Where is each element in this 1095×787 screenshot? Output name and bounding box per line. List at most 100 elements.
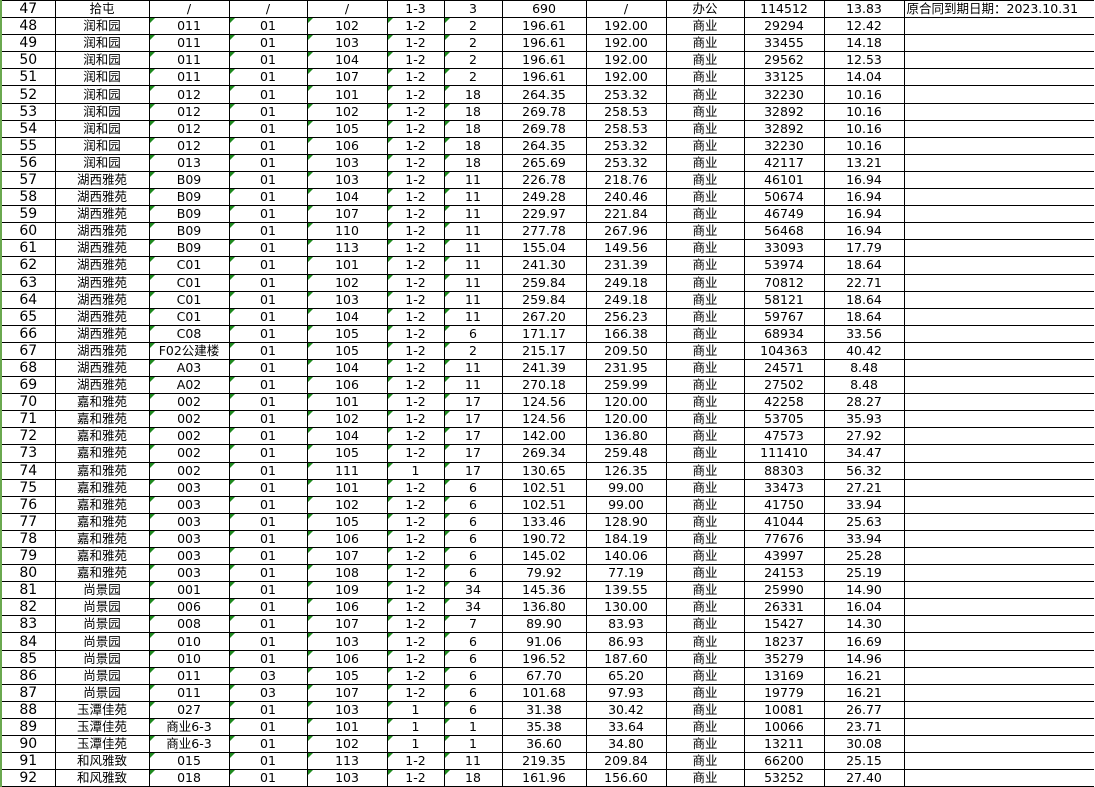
unit-price-cell[interactable]: 25.15 — [823, 752, 905, 771]
row-number[interactable]: 66 — [0, 324, 56, 343]
total-floors-cell[interactable]: 18 — [443, 769, 503, 787]
community-cell[interactable]: 湖西雅苑 — [54, 170, 150, 190]
floor-cell[interactable]: 1-2 — [386, 769, 445, 787]
row-number[interactable]: 47 — [0, 0, 56, 19]
row-number[interactable]: 58 — [0, 188, 56, 207]
community-cell[interactable]: 尚景园 — [54, 598, 150, 617]
rent-cell[interactable]: 50674 — [743, 188, 825, 207]
total-floors-cell[interactable]: 3 — [443, 0, 503, 19]
unit-cell[interactable]: 01 — [228, 598, 308, 617]
unit-price-cell[interactable]: 17.79 — [823, 239, 905, 258]
room-cell[interactable]: 105 — [306, 119, 388, 138]
room-cell[interactable]: 103 — [306, 700, 388, 719]
note-cell[interactable] — [903, 615, 1094, 634]
room-cell[interactable]: 102 — [306, 735, 388, 754]
usage-cell[interactable]: 商业 — [665, 427, 745, 446]
usable-area-cell[interactable]: 209.84 — [585, 752, 667, 771]
community-cell[interactable]: 润和园 — [54, 102, 150, 121]
unit-price-cell[interactable]: 22.71 — [823, 273, 905, 292]
building-area-cell[interactable]: 241.30 — [501, 256, 587, 275]
total-floors-cell[interactable]: 17 — [443, 444, 503, 463]
room-cell[interactable]: 107 — [306, 683, 388, 702]
building-cell[interactable]: A03 — [148, 358, 230, 378]
total-floors-cell[interactable]: 2 — [443, 341, 503, 360]
total-floors-cell[interactable]: 6 — [443, 649, 503, 668]
usable-area-cell[interactable]: 267.96 — [585, 222, 667, 241]
row-number[interactable]: 74 — [0, 461, 56, 480]
total-floors-cell[interactable]: 6 — [443, 529, 503, 549]
building-area-cell[interactable]: 36.60 — [501, 735, 587, 754]
building-area-cell[interactable]: 267.20 — [501, 307, 587, 326]
row-number[interactable]: 55 — [0, 136, 56, 155]
floor-cell[interactable]: 1-2 — [386, 564, 445, 583]
usage-cell[interactable]: 商业 — [665, 307, 745, 326]
total-floors-cell[interactable]: 11 — [443, 188, 503, 207]
total-floors-cell[interactable]: 34 — [443, 581, 503, 600]
building-cell[interactable]: 011 — [148, 51, 230, 70]
unit-cell[interactable]: 01 — [228, 546, 308, 566]
note-cell[interactable] — [903, 478, 1094, 497]
usable-area-cell[interactable]: 258.53 — [585, 119, 667, 138]
building-area-cell[interactable]: 171.17 — [501, 324, 587, 343]
building-cell[interactable]: 002 — [148, 461, 230, 480]
unit-price-cell[interactable]: 8.48 — [823, 358, 905, 378]
building-cell[interactable]: C08 — [148, 324, 230, 343]
row-number[interactable]: 69 — [0, 376, 56, 395]
unit-price-cell[interactable]: 16.69 — [823, 632, 905, 651]
total-floors-cell[interactable]: 2 — [443, 51, 503, 70]
unit-cell[interactable]: 01 — [228, 376, 308, 395]
community-cell[interactable]: 嘉和雅苑 — [54, 410, 150, 429]
building-area-cell[interactable]: 161.96 — [501, 769, 587, 787]
building-area-cell[interactable]: 155.04 — [501, 239, 587, 258]
floor-cell[interactable]: 1-2 — [386, 273, 445, 292]
unit-cell[interactable]: 01 — [228, 410, 308, 429]
note-cell[interactable] — [903, 735, 1094, 754]
building-area-cell[interactable]: 124.56 — [501, 393, 587, 412]
usable-area-cell[interactable]: 140.06 — [585, 546, 667, 566]
note-cell[interactable]: 原合同到期日期：2023.10.31 — [903, 0, 1094, 19]
rent-cell[interactable]: 13169 — [743, 666, 825, 685]
rent-cell[interactable]: 10066 — [743, 717, 825, 737]
usage-cell[interactable]: 商业 — [665, 324, 745, 343]
unit-price-cell[interactable]: 14.96 — [823, 649, 905, 668]
usable-area-cell[interactable]: 149.56 — [585, 239, 667, 258]
note-cell[interactable] — [903, 581, 1094, 600]
community-cell[interactable]: 润和园 — [54, 51, 150, 70]
building-cell[interactable]: 商业6-3 — [148, 717, 230, 737]
total-floors-cell[interactable]: 17 — [443, 410, 503, 429]
community-cell[interactable]: 拾屯 — [54, 0, 150, 19]
row-number[interactable]: 68 — [0, 358, 56, 378]
usable-area-cell[interactable]: 139.55 — [585, 581, 667, 600]
note-cell[interactable] — [903, 170, 1094, 190]
community-cell[interactable]: 嘉和雅苑 — [54, 495, 150, 514]
building-cell[interactable]: 003 — [148, 529, 230, 549]
total-floors-cell[interactable]: 17 — [443, 393, 503, 412]
unit-price-cell[interactable]: 16.94 — [823, 188, 905, 207]
community-cell[interactable]: 尚景园 — [54, 632, 150, 651]
community-cell[interactable]: 湖西雅苑 — [54, 256, 150, 275]
usage-cell[interactable]: 商业 — [665, 735, 745, 754]
usage-cell[interactable]: 商业 — [665, 85, 745, 104]
building-area-cell[interactable]: 101.68 — [501, 683, 587, 702]
rent-cell[interactable]: 66200 — [743, 752, 825, 771]
room-cell[interactable]: 105 — [306, 666, 388, 685]
building-area-cell[interactable]: 196.61 — [501, 17, 587, 36]
community-cell[interactable]: 湖西雅苑 — [54, 188, 150, 207]
usable-area-cell[interactable]: 192.00 — [585, 34, 667, 53]
rent-cell[interactable]: 26331 — [743, 598, 825, 617]
unit-price-cell[interactable]: 28.27 — [823, 393, 905, 412]
total-floors-cell[interactable]: 11 — [443, 376, 503, 395]
floor-cell[interactable]: 1-2 — [386, 102, 445, 121]
note-cell[interactable] — [903, 273, 1094, 292]
floor-cell[interactable]: 1-2 — [386, 615, 445, 634]
unit-cell[interactable]: 01 — [228, 512, 308, 531]
building-area-cell[interactable]: 229.97 — [501, 205, 587, 224]
unit-cell[interactable]: 01 — [228, 51, 308, 70]
building-cell[interactable]: 012 — [148, 85, 230, 104]
rent-cell[interactable]: 47573 — [743, 427, 825, 446]
room-cell[interactable]: 107 — [306, 546, 388, 566]
note-cell[interactable] — [903, 136, 1094, 155]
note-cell[interactable] — [903, 290, 1094, 309]
row-number[interactable]: 65 — [0, 307, 56, 326]
floor-cell[interactable]: 1-2 — [386, 581, 445, 600]
